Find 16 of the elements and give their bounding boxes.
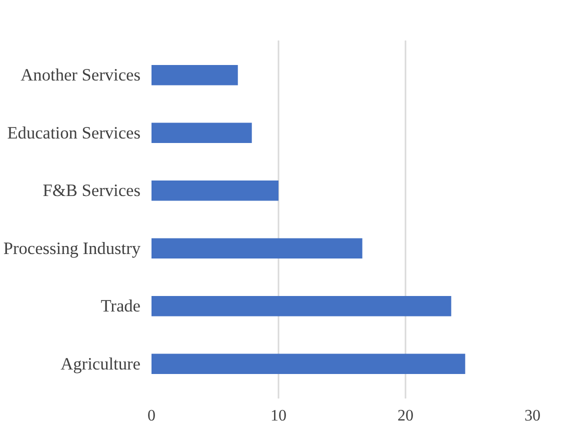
x-tick-label: 20: [398, 408, 414, 424]
y-tick-label: Trade: [100, 296, 141, 316]
y-tick-label: Education Services: [7, 123, 141, 142]
y-tick-label: Processing Industry: [3, 238, 141, 258]
bar: [152, 354, 466, 374]
y-tick-label: Agriculture: [60, 354, 141, 374]
y-tick-label: F&B Services: [42, 181, 141, 200]
y-tick-label: Another Services: [20, 66, 141, 85]
bar: [152, 238, 362, 258]
x-tick-label: 30: [524, 408, 540, 424]
bar: [152, 122, 252, 143]
bar: [152, 65, 238, 86]
x-tick-label: 10: [270, 408, 286, 424]
bar: [152, 296, 452, 316]
bar: [152, 180, 278, 201]
x-tick-label: 0: [148, 408, 156, 424]
